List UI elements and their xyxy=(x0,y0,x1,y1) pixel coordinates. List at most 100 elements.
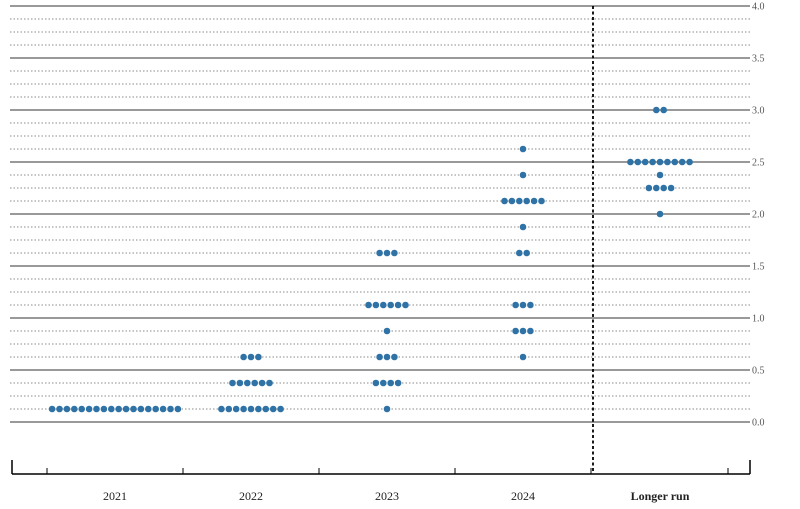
dot xyxy=(365,301,372,309)
dot xyxy=(137,405,145,413)
dot xyxy=(664,158,671,166)
dot xyxy=(519,145,527,153)
dot xyxy=(247,353,255,361)
dot xyxy=(56,405,63,413)
dot xyxy=(225,405,233,413)
dot xyxy=(523,197,530,205)
dot xyxy=(402,301,409,309)
dot xyxy=(527,327,534,335)
y-tick-label: 0.5 xyxy=(752,366,765,377)
dot xyxy=(218,405,225,413)
dot xyxy=(530,197,538,205)
dot xyxy=(383,249,391,257)
dot xyxy=(523,249,530,257)
x-axis: 2021 2022 2023 2024 Longer run xyxy=(11,460,751,503)
y-tick-label: 4.0 xyxy=(752,2,765,13)
dot xyxy=(376,353,383,361)
dot xyxy=(380,379,387,387)
dot xyxy=(512,327,519,335)
dot xyxy=(262,405,270,413)
dot xyxy=(229,379,236,387)
dot xyxy=(380,301,387,309)
x-tick-label: 2023 xyxy=(375,489,399,503)
dot xyxy=(376,249,383,257)
dot xyxy=(391,353,398,361)
dot xyxy=(108,405,115,413)
dot xyxy=(240,405,247,413)
dot xyxy=(512,301,519,309)
dot xyxy=(255,405,262,413)
dot xyxy=(387,301,395,309)
dot xyxy=(247,405,255,413)
dot xyxy=(372,379,380,387)
dot xyxy=(387,379,395,387)
y-axis: 0.0 0.5 1.0 1.5 2.0 2.5 3.0 3.5 4.0 xyxy=(752,2,765,429)
dot xyxy=(152,405,159,413)
dot xyxy=(686,158,693,166)
dot xyxy=(660,184,667,192)
dot xyxy=(519,171,527,179)
dot xyxy=(383,327,391,335)
dot xyxy=(251,379,258,387)
dot xyxy=(653,106,660,114)
dot xyxy=(667,184,675,192)
dot xyxy=(627,158,634,166)
dot xyxy=(122,405,130,413)
dot xyxy=(232,405,240,413)
x-tick-label: 2021 xyxy=(103,489,127,503)
dot xyxy=(258,379,266,387)
dot xyxy=(519,223,527,231)
dot xyxy=(236,379,244,387)
y-tick-label: 1.5 xyxy=(752,262,765,273)
dot xyxy=(174,405,182,413)
dot xyxy=(519,301,527,309)
dot xyxy=(100,405,108,413)
dot xyxy=(508,197,516,205)
dot xyxy=(93,405,100,413)
grid-lines xyxy=(10,5,750,423)
dot xyxy=(383,353,391,361)
dot xyxy=(383,405,391,413)
dot xyxy=(71,405,78,413)
dot xyxy=(244,379,251,387)
dot xyxy=(660,106,667,114)
dot xyxy=(678,158,686,166)
dot xyxy=(394,379,402,387)
dot xyxy=(394,301,402,309)
dot xyxy=(634,158,642,166)
dot xyxy=(167,405,174,413)
dot xyxy=(372,301,380,309)
dot xyxy=(656,158,664,166)
dot xyxy=(641,158,649,166)
y-tick-label: 3.0 xyxy=(752,106,765,117)
dot xyxy=(656,171,664,179)
dot xyxy=(115,405,122,413)
dot xyxy=(255,353,262,361)
dot xyxy=(516,197,523,205)
dot xyxy=(130,405,137,413)
dot xyxy=(501,197,508,205)
dot xyxy=(653,184,660,192)
x-tick-label: 2024 xyxy=(511,489,535,503)
dot xyxy=(519,353,527,361)
y-tick-label: 2.5 xyxy=(752,158,765,169)
dot xyxy=(516,249,523,257)
y-tick-label: 0.0 xyxy=(752,418,765,429)
dot xyxy=(538,197,545,205)
dot xyxy=(277,405,284,413)
dot xyxy=(649,158,656,166)
dot xyxy=(527,301,534,309)
dot xyxy=(159,405,167,413)
dot xyxy=(240,353,247,361)
dot xyxy=(645,184,653,192)
dot xyxy=(656,210,664,218)
x-tick-label: 2022 xyxy=(239,489,263,503)
dot xyxy=(519,327,527,335)
dot xyxy=(78,405,85,413)
dot xyxy=(85,405,93,413)
dots-layer xyxy=(48,106,693,413)
dot xyxy=(63,405,71,413)
dot xyxy=(269,405,277,413)
dot xyxy=(391,249,398,257)
